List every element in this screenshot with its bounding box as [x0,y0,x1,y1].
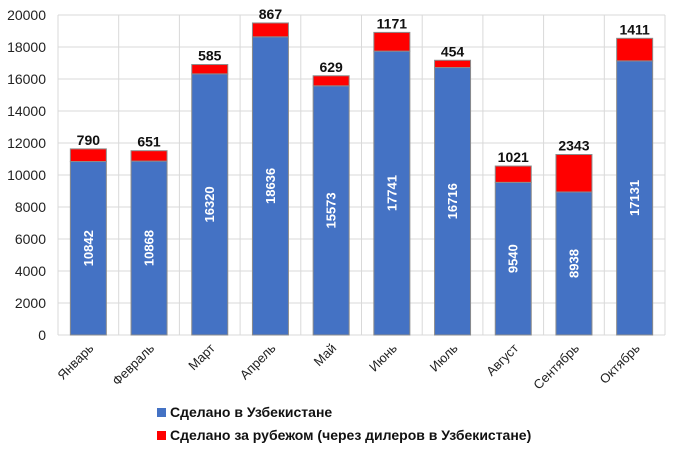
bar-segment-abroad [434,59,472,69]
x-tick-label: Май [311,341,340,370]
x-tick-label: Апрель [237,340,279,382]
bar-segment-abroad [130,150,168,162]
y-tick-label: 0 [38,327,46,343]
legend-swatch-uzbekistan [157,408,166,417]
x-tick-label: Июнь [366,340,400,374]
data-label-uzbekistan: 15573 [324,192,339,228]
y-tick-label: 14000 [7,103,46,119]
bar-segment-abroad [373,31,411,52]
data-label-uzbekistan: 9540 [506,244,521,273]
data-label-abroad: 1411 [619,21,650,37]
y-tick-label: 8000 [15,199,46,215]
data-label-uzbekistan: 10868 [142,230,157,266]
data-label-abroad: 790 [77,132,101,148]
data-label-uzbekistan: 17741 [384,175,399,211]
data-label-uzbekistan: 10842 [81,230,96,266]
x-tick-label: Март [185,340,218,373]
legend-label-uzbekistan: Сделано в Узбекистане [170,404,332,420]
data-label-abroad: 651 [137,134,161,150]
legend-label-abroad: Сделано за рубежом (через дилеров в Узбе… [170,427,531,443]
y-tick-label: 20000 [7,7,46,23]
data-label-uzbekistan: 16716 [445,183,460,219]
data-label-abroad: 867 [259,6,283,22]
bar-segment-abroad [616,37,654,62]
y-tick-label: 16000 [7,71,46,87]
bar-segment-uzbekistan [555,191,593,336]
data-label-uzbekistan: 16320 [202,186,217,222]
y-tick-label: 12000 [7,135,46,151]
bar-segment-abroad [69,148,107,163]
y-tick-label: 10000 [7,167,46,183]
legend-swatch-abroad [157,431,166,440]
bar-segment-abroad [251,22,289,38]
data-label-uzbekistan: 18636 [263,168,278,204]
bar-segment-uzbekistan [434,67,472,336]
bar-segment-uzbekistan [69,161,107,336]
data-label-abroad: 1021 [498,149,529,165]
y-tick-label: 2000 [15,295,46,311]
data-label-abroad: 585 [198,48,222,64]
x-tick-label: Октябрь [597,340,643,386]
data-label-abroad: 629 [319,59,343,75]
data-label-abroad: 1171 [377,15,408,31]
bar-segment-uzbekistan [130,160,168,336]
bar-segment-abroad [312,75,350,87]
x-tick-label: Сентябрь [530,340,582,392]
bar-segment-uzbekistan [312,85,350,336]
bar-segment-abroad [494,165,532,183]
bar-segment-uzbekistan [191,73,229,336]
x-tick-label: Январь [54,340,96,382]
data-label-abroad: 454 [441,43,465,59]
x-tick-label: Февраль [109,340,157,388]
x-tick-label: Июль [427,340,461,374]
bar-segment-abroad [555,154,593,193]
x-tick-label: Август [483,340,521,378]
y-tick-label: 6000 [15,231,46,247]
bar-segment-uzbekistan [373,50,411,336]
y-tick-label: 18000 [7,39,46,55]
bar-segment-abroad [191,64,229,75]
data-label-abroad: 2343 [558,138,589,154]
y-tick-label: 4000 [15,263,46,279]
data-label-uzbekistan: 8938 [566,249,581,278]
data-label-uzbekistan: 17131 [627,180,642,216]
